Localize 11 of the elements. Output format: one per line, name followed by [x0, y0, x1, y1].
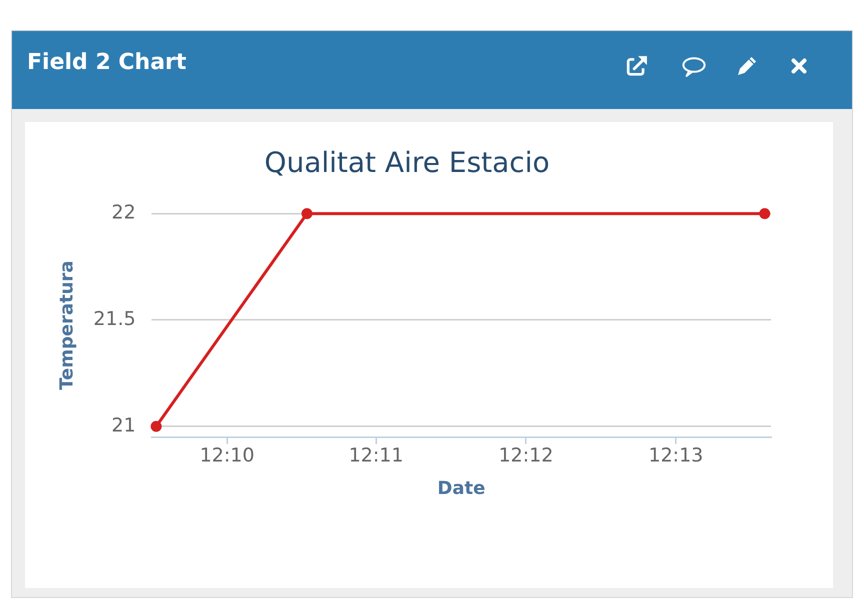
y-tick-label: 21 [112, 414, 136, 436]
chart-title: Qualitat Aire Estacio [264, 146, 550, 180]
y-tick-label: 22 [112, 202, 136, 224]
x-tick-label: 12:10 [200, 444, 254, 466]
x-tick-label: 12:13 [648, 444, 704, 466]
x-axis-title: Date [437, 478, 486, 499]
text: Field 2 Chart [27, 50, 186, 76]
y-axis-title: Temperatura [56, 260, 78, 390]
y-tick-label: 21.5 [93, 308, 136, 330]
x-tick-label: 12:12 [498, 444, 554, 466]
x-tick-label: 12:11 [348, 444, 404, 466]
